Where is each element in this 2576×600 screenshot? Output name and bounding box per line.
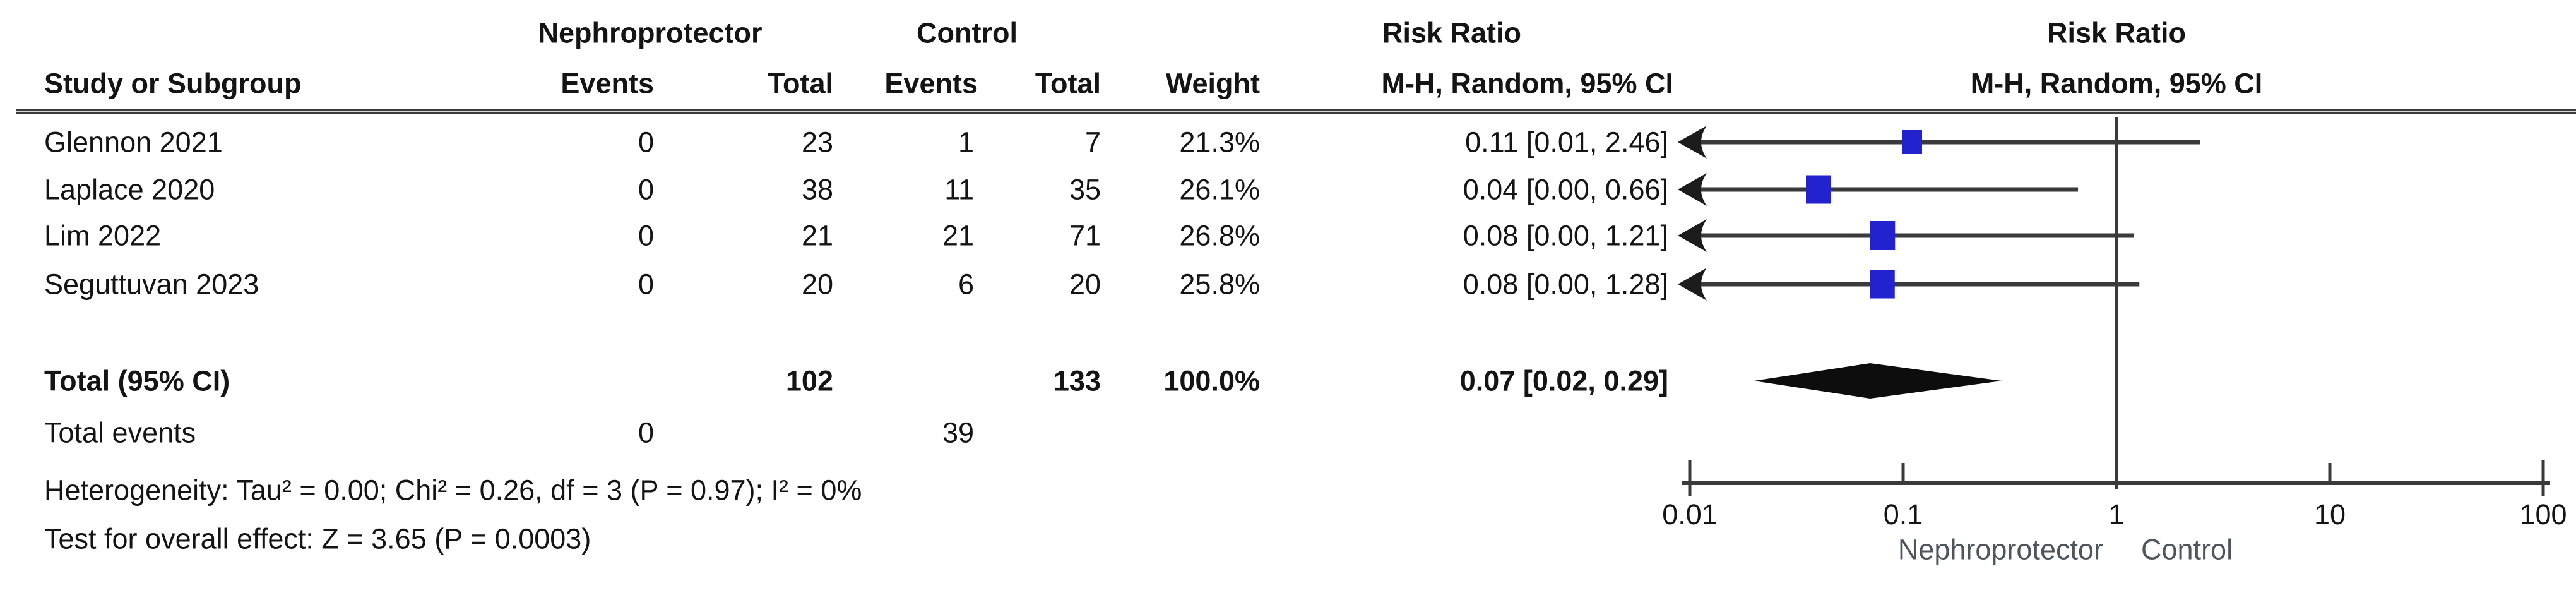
rr-ci-value: 0.08 [0.00, 1.28] bbox=[1463, 268, 1668, 301]
point-estimate-square bbox=[1805, 175, 1831, 204]
header-weight: Weight bbox=[1165, 67, 1260, 100]
total-weight: 100.0% bbox=[1163, 364, 1260, 397]
header-exp-total: Total bbox=[767, 67, 833, 100]
ci-clip-arrow bbox=[1678, 268, 1707, 301]
exp-events-value: 0 bbox=[638, 126, 654, 159]
header-group-control: Control bbox=[917, 16, 1018, 49]
exp-total-value: 38 bbox=[801, 173, 833, 206]
ci-clip-arrow bbox=[1678, 219, 1707, 252]
header-ctrl-total: Total bbox=[1035, 67, 1101, 100]
ctrl-events-value: 21 bbox=[942, 219, 974, 252]
total-exp-total: 102 bbox=[785, 364, 833, 397]
x-axis-tick-label: 100 bbox=[2519, 498, 2567, 531]
point-estimate-square bbox=[1901, 130, 1922, 154]
weight-value: 26.1% bbox=[1179, 173, 1260, 206]
total-ctrl-total: 133 bbox=[1053, 364, 1101, 397]
study-label: Laplace 2020 bbox=[44, 173, 215, 206]
header-mh-ci-plot: M-H, Random, 95% CI bbox=[1970, 67, 2263, 100]
header-risk-ratio-left: Risk Ratio bbox=[1382, 16, 1522, 49]
overall-effect-text: Test for overall effect: Z = 3.65 (P = 0… bbox=[44, 522, 591, 555]
total-events-exp: 0 bbox=[638, 416, 654, 449]
header-exp-events: Events bbox=[561, 67, 654, 100]
ctrl-events-value: 6 bbox=[958, 268, 974, 301]
ctrl-total-value: 20 bbox=[1069, 268, 1101, 301]
header-group-experimental: Nephroprotector bbox=[538, 16, 763, 49]
rr-ci-value: 0.04 [0.00, 0.66] bbox=[1463, 173, 1668, 206]
ci-clip-arrow bbox=[1678, 126, 1707, 159]
point-estimate-square bbox=[1870, 221, 1896, 250]
ctrl-events-value: 1 bbox=[958, 126, 974, 159]
exp-total-value: 23 bbox=[801, 126, 833, 159]
header-mh-ci: M-H, Random, 95% CI bbox=[1381, 67, 1673, 100]
x-axis-tick-label: 0.1 bbox=[1884, 498, 1923, 531]
ctrl-total-value: 7 bbox=[1084, 126, 1101, 159]
rr-ci-value: 0.11 [0.01, 2.46] bbox=[1465, 126, 1668, 159]
exp-events-value: 0 bbox=[638, 173, 654, 206]
weight-value: 26.8% bbox=[1179, 219, 1260, 252]
study-label: Lim 2022 bbox=[44, 219, 162, 252]
axis-caption-favours-experimental: Nephroprotector bbox=[1897, 533, 2103, 566]
header-study: Study or Subgroup bbox=[44, 67, 302, 100]
total-label: Total (95% CI) bbox=[44, 364, 230, 397]
exp-total-value: 20 bbox=[801, 268, 833, 301]
x-axis-tick-label: 0.01 bbox=[1662, 498, 1718, 531]
ctrl-total-value: 71 bbox=[1069, 219, 1101, 252]
study-label: Glennon 2021 bbox=[44, 126, 223, 159]
x-axis-tick-label: 1 bbox=[2108, 498, 2124, 531]
total-events-ctrl: 39 bbox=[942, 416, 974, 449]
heterogeneity-text: Heterogeneity: Tau² = 0.00; Chi² = 0.26,… bbox=[44, 474, 862, 507]
overall-diamond bbox=[1754, 363, 2002, 399]
point-estimate-square bbox=[1870, 270, 1895, 299]
exp-events-value: 0 bbox=[638, 219, 654, 252]
exp-total-value: 21 bbox=[801, 219, 833, 252]
x-axis-tick-label: 10 bbox=[2314, 498, 2346, 531]
ctrl-events-value: 11 bbox=[944, 173, 974, 206]
header-ctrl-events: Events bbox=[884, 67, 978, 100]
study-label: Seguttuvan 2023 bbox=[44, 268, 259, 301]
axis-caption-favours-control: Control bbox=[2141, 533, 2233, 566]
header-risk-ratio-right: Risk Ratio bbox=[2046, 16, 2187, 49]
header-rule bbox=[16, 109, 2576, 114]
ci-clip-arrow bbox=[1678, 173, 1707, 206]
weight-value: 21.3% bbox=[1179, 126, 1260, 159]
total-events-label: Total events bbox=[44, 416, 196, 449]
rr-ci-value: 0.08 [0.00, 1.21] bbox=[1463, 219, 1668, 252]
weight-value: 25.8% bbox=[1179, 268, 1260, 301]
ctrl-total-value: 35 bbox=[1069, 173, 1101, 206]
exp-events-value: 0 bbox=[638, 268, 654, 301]
total-rr-ci: 0.07 [0.02, 0.29] bbox=[1459, 364, 1668, 397]
